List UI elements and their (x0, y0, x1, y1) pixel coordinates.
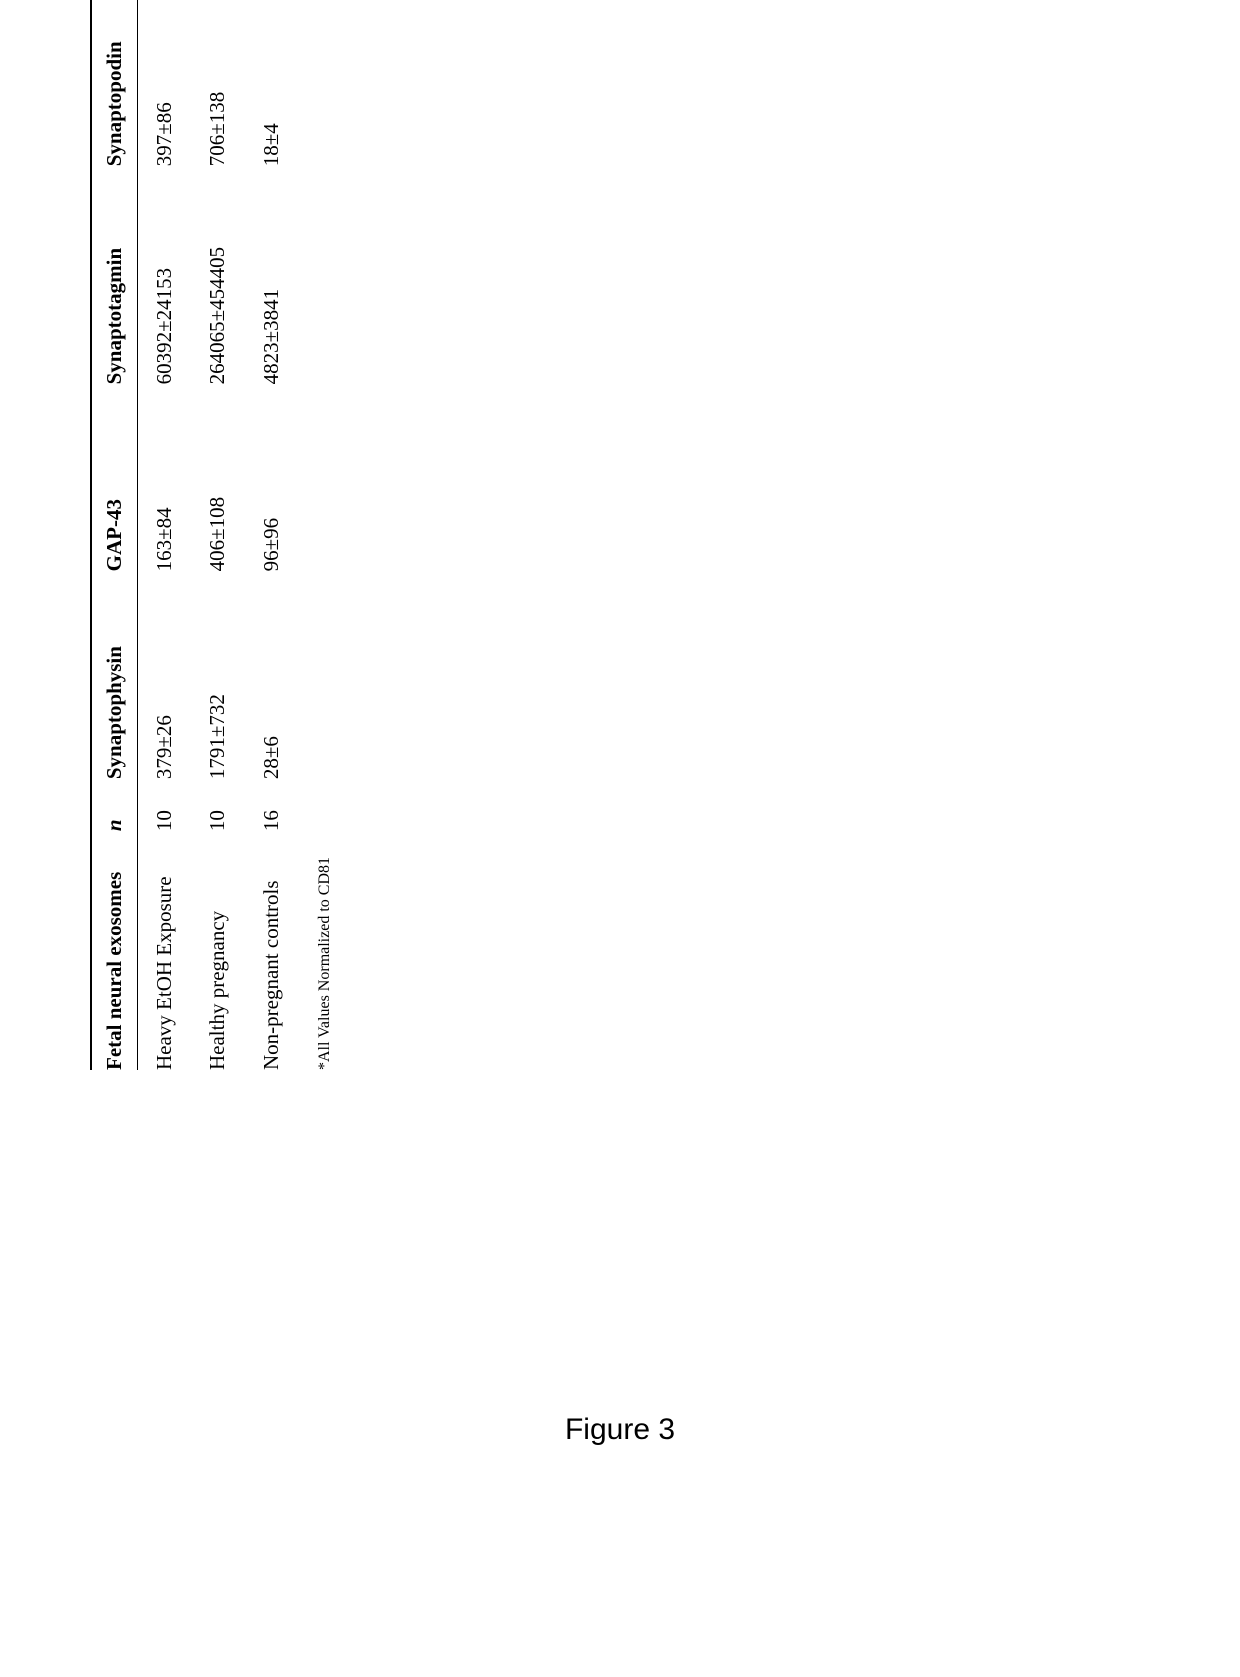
cell-gap43: 163±84 (138, 384, 192, 571)
data-table: Fetal neural exosomes n Synaptophysin GA… (90, 0, 298, 1070)
cell-synaptotagmin: 4823±3841 (245, 166, 298, 384)
cell-synaptopodin: 706±138 (191, 0, 244, 166)
cell-synaptotagmin: 60392±24153 (138, 166, 192, 384)
cell-gap43: 96±96 (245, 384, 298, 571)
cell-n: 10 (191, 779, 244, 831)
col-header-group: Fetal neural exosomes (91, 831, 138, 1070)
cell-group: Non-pregnant controls (245, 831, 298, 1070)
cell-synaptopodin: 18±4 (245, 0, 298, 166)
page: Fetal neural exosomes n Synaptophysin GA… (0, 0, 1240, 1677)
col-header-gap43: GAP-43 (91, 384, 138, 571)
table-row: Healthy pregnancy 10 1791±732 406±108 26… (191, 0, 244, 1070)
figure-label: Figure 3 (565, 1413, 675, 1447)
table-row: Heavy EtOH Exposure 10 379±26 163±84 603… (138, 0, 192, 1070)
col-header-n: n (91, 779, 138, 831)
cell-synaptopodin: 397±86 (138, 0, 192, 166)
cell-group: Healthy pregnancy (191, 831, 244, 1070)
cell-synaptotagmin: 264065±454405 (191, 166, 244, 384)
rotated-table-block: Fetal neural exosomes n Synaptophysin GA… (90, 0, 334, 1070)
cell-synaptophysin: 379±26 (138, 571, 192, 779)
col-header-synaptophysin: Synaptophysin (91, 571, 138, 779)
table-footnote: *All Values Normalized to CD81 (316, 0, 334, 1070)
cell-group: Heavy EtOH Exposure (138, 831, 192, 1070)
col-header-synaptopodin: Synaptopodin (91, 0, 138, 166)
cell-n: 16 (245, 779, 298, 831)
col-header-synaptotagmin: Synaptotagmin (91, 166, 138, 384)
cell-synaptophysin: 28±6 (245, 571, 298, 779)
cell-n: 10 (138, 779, 192, 831)
cell-synaptophysin: 1791±732 (191, 571, 244, 779)
table-row: Non-pregnant controls 16 28±6 96±96 4823… (245, 0, 298, 1070)
cell-gap43: 406±108 (191, 384, 244, 571)
table-header-row: Fetal neural exosomes n Synaptophysin GA… (91, 0, 138, 1070)
